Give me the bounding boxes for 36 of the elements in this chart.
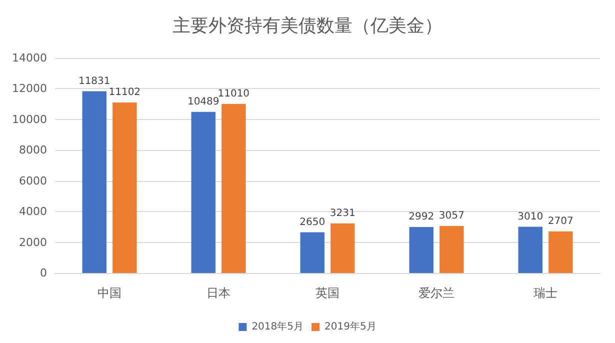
bar xyxy=(409,227,434,273)
data-label: 2707 xyxy=(548,216,574,227)
y-tick-label: 8000 xyxy=(19,144,47,157)
y-tick-label: 6000 xyxy=(19,174,47,188)
x-tick-label: 爱尔兰 xyxy=(418,286,454,300)
y-tick-label: 14000 xyxy=(12,52,47,64)
data-label: 11010 xyxy=(218,88,250,100)
bar xyxy=(440,226,464,273)
x-tick-label: 瑞士 xyxy=(534,286,558,300)
legend-label: 2019年5月 xyxy=(324,320,376,332)
bar xyxy=(548,231,573,273)
bar xyxy=(222,104,246,273)
y-tick-label: 10000 xyxy=(12,112,47,126)
y-tick-label: 0 xyxy=(40,266,47,280)
bar xyxy=(82,91,106,273)
data-label: 3057 xyxy=(438,210,464,222)
bar xyxy=(300,232,324,273)
data-label: 2992 xyxy=(408,212,434,223)
data-label: 2650 xyxy=(300,216,326,228)
data-label: 3231 xyxy=(330,208,356,219)
data-label: 3010 xyxy=(518,211,544,222)
bar xyxy=(330,223,355,273)
data-label: 10489 xyxy=(187,96,220,108)
chart-title: 主要外资持有美债数量（亿美金） xyxy=(172,16,442,36)
x-tick-label: 英国 xyxy=(316,286,340,300)
data-label: 11831 xyxy=(78,76,110,87)
x-tick-label: 中国 xyxy=(98,286,122,300)
bar xyxy=(191,112,216,273)
bar xyxy=(518,226,542,273)
y-tick-label: 12000 xyxy=(12,82,47,96)
y-tick-label: 4000 xyxy=(19,205,47,218)
x-tick-label: 日本 xyxy=(206,286,230,300)
data-label: 11102 xyxy=(108,87,141,98)
legend-label: 2018年5月 xyxy=(252,320,304,332)
bar xyxy=(112,102,137,273)
y-tick-label: 2000 xyxy=(19,236,47,249)
